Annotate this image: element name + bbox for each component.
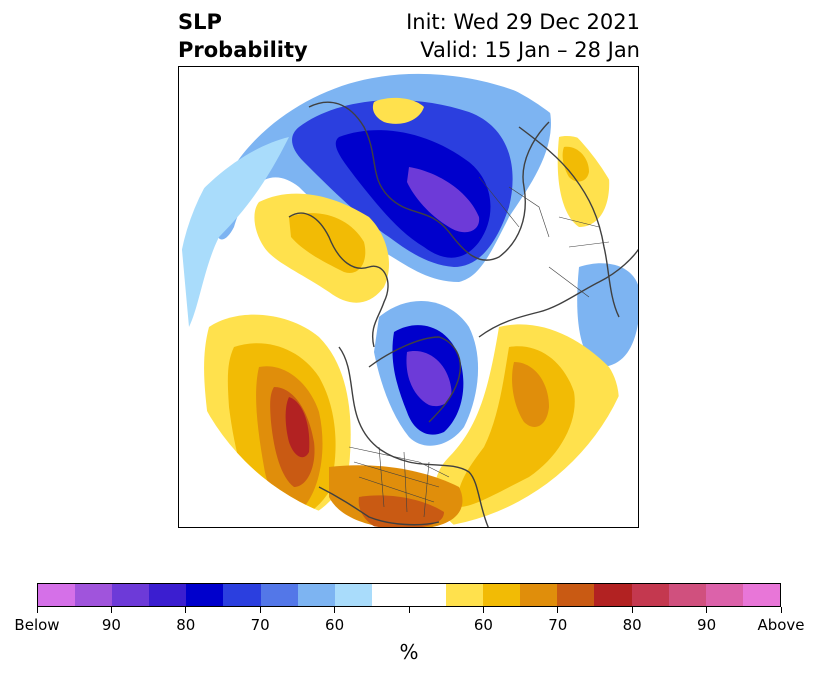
polar-map xyxy=(178,66,639,528)
colorbar-segment xyxy=(223,584,261,606)
colorbar-tick xyxy=(259,607,261,613)
above-region-atlantic-inner xyxy=(289,213,366,273)
borders xyxy=(348,176,610,518)
probability-map-svg xyxy=(179,67,638,527)
colorbar-tick xyxy=(482,607,484,613)
above-region-pole xyxy=(372,97,424,124)
colorbar-tick-label: Below xyxy=(14,616,60,634)
colorbar-segment xyxy=(594,584,632,606)
colorbar-tick xyxy=(110,607,112,613)
colorbar-tick-label: Above xyxy=(757,616,805,634)
map-title: SLP Probability xyxy=(178,8,308,64)
title-variable: SLP xyxy=(178,10,222,34)
colorbar-tick-label: 80 xyxy=(622,616,642,634)
above-region-eastatlantic-core xyxy=(512,362,549,427)
colorbar-segment xyxy=(705,584,743,606)
init-date: Init: Wed 29 Dec 2021 xyxy=(406,10,640,34)
colorbar-tick xyxy=(185,607,187,613)
colorbar-segment xyxy=(75,584,113,606)
above-region-eastatlantic-inner xyxy=(458,346,575,507)
colorbar-segment xyxy=(483,584,521,606)
colorbar-tick-label: 90 xyxy=(697,616,717,634)
colorbar-segment xyxy=(297,584,335,606)
colorbar-segment xyxy=(446,584,484,606)
colorbar-tick xyxy=(631,607,633,613)
colorbar-tick-label: 90 xyxy=(101,616,121,634)
colorbar-tick-label: 80 xyxy=(176,616,196,634)
colorbar-tick xyxy=(557,607,559,613)
above-region-asia-core xyxy=(562,146,589,182)
colorbar-segment xyxy=(742,584,780,606)
below-region-canada-core xyxy=(406,351,452,407)
colorbar-segment xyxy=(186,584,224,606)
valid-range: Valid: 15 Jan – 28 Jan xyxy=(420,38,640,62)
colorbar-segment xyxy=(371,584,409,606)
colorbar-segment xyxy=(631,584,669,606)
colorbar-segment xyxy=(112,584,150,606)
colorbar-tick xyxy=(780,607,782,613)
colorbar-segment xyxy=(668,584,706,606)
colorbar-tick-label: 70 xyxy=(548,616,568,634)
title-product: Probability xyxy=(178,38,308,62)
below-region-arctic-max xyxy=(407,167,480,233)
colorbar-tick xyxy=(408,607,410,613)
map-dates: Init: Wed 29 Dec 2021 Valid: 15 Jan – 28… xyxy=(406,8,640,64)
coastlines xyxy=(288,101,638,527)
colorbar-tick xyxy=(334,607,336,613)
colorbar-tick-label: 70 xyxy=(250,616,270,634)
above-region-pacific-max xyxy=(285,397,310,458)
colorbar-tick xyxy=(706,607,708,613)
colorbar-tick-label: 60 xyxy=(473,616,493,634)
colorbar-segment xyxy=(334,584,372,606)
colorbar-unit: % xyxy=(399,640,419,664)
below-region-east xyxy=(577,263,638,367)
colorbar-segment xyxy=(260,584,298,606)
below-region-west xyxy=(179,137,289,327)
colorbar-segment xyxy=(408,584,447,606)
colorbar-segment xyxy=(520,584,558,606)
colorbar xyxy=(37,583,781,607)
colorbar-segment xyxy=(38,584,76,606)
colorbar-tick xyxy=(36,607,38,613)
colorbar-tick-label: 60 xyxy=(325,616,345,634)
colorbar-segment xyxy=(149,584,187,606)
colorbar-segment xyxy=(557,584,595,606)
